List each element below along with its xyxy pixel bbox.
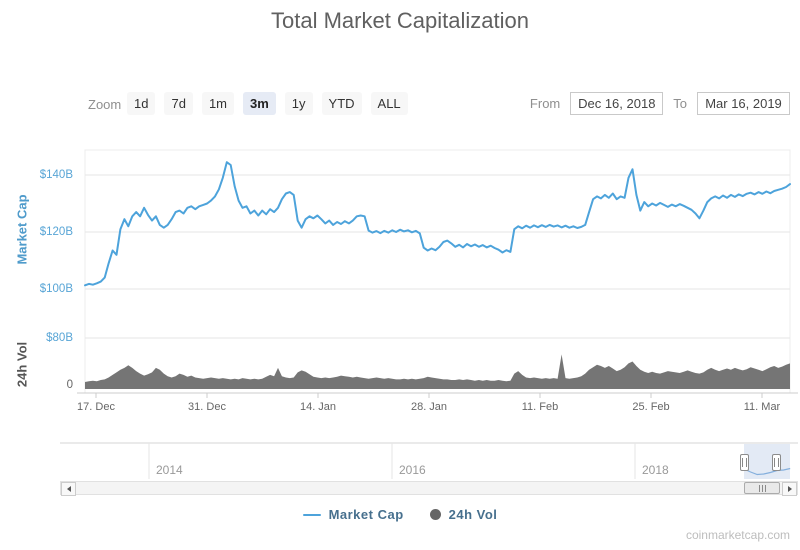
navigator-year-2016: 2016 xyxy=(399,463,426,477)
page-title: Total Market Capitalization xyxy=(270,8,529,33)
zoom-button-ytd[interactable]: YTD xyxy=(321,92,362,115)
zoom-label: Zoom xyxy=(88,97,122,112)
navigator-year-2014: 2014 xyxy=(156,463,183,477)
zoom-button-1y[interactable]: 1y xyxy=(284,92,313,115)
circle-swatch-icon xyxy=(429,509,441,520)
navigator-left-handle[interactable] xyxy=(740,454,749,471)
legend-label: Market Cap xyxy=(328,507,404,522)
left-arrow-icon xyxy=(66,486,71,492)
y-tick-80b: $80B xyxy=(46,331,73,344)
zoom-button-7d[interactable]: 7d xyxy=(164,92,193,115)
navigator-year-2018: 2018 xyxy=(642,463,669,477)
y-tick-120b: $120B xyxy=(39,225,73,238)
x-tick-31-dec: 31. Dec xyxy=(188,401,226,413)
zoom-button-1m[interactable]: 1m xyxy=(201,92,234,115)
x-tick-25-feb: 25. Feb xyxy=(632,401,670,413)
range-buttons-group: 1d 7d 1m 3m 1y YTD ALL xyxy=(127,92,408,115)
navigator-right-handle[interactable] xyxy=(772,454,781,471)
y-tick-100b: $100B xyxy=(39,282,73,295)
scrollbar-right-arrow-button[interactable] xyxy=(782,482,797,496)
x-tick-11-feb: 11. Feb xyxy=(521,401,559,413)
date-range-controls: From Dec 16, 2018 To Mar 16, 2019 xyxy=(530,92,790,115)
x-tick-28-jan: 28. Jan xyxy=(410,401,448,413)
x-tick-11-mar: 11. Mar xyxy=(743,401,781,413)
legend-label: 24h Vol xyxy=(448,507,498,522)
to-label: To xyxy=(673,96,687,111)
zoom-button-3m[interactable]: 3m xyxy=(243,92,276,115)
watermark: coinmarketcap.com xyxy=(685,528,790,542)
navigator-selected-range[interactable] xyxy=(744,444,790,479)
navigator-scrollbar[interactable] xyxy=(60,481,798,496)
zoom-button-all[interactable]: ALL xyxy=(370,92,408,115)
x-tick-17-dec: 17. Dec xyxy=(77,401,115,413)
scrollbar-left-arrow-button[interactable] xyxy=(61,482,76,496)
y-tick-140b: $140B xyxy=(39,168,73,181)
legend: Market Cap 24h Vol xyxy=(0,507,800,522)
from-label: From xyxy=(529,96,561,111)
to-date-input[interactable]: Mar 16, 2019 xyxy=(697,92,790,115)
legend-item-24h-vol[interactable]: 24h Vol xyxy=(429,507,498,522)
y-tick-vol-zero: 0 xyxy=(66,379,73,391)
scrollbar-thumb[interactable] xyxy=(744,482,780,494)
x-tick-14-jan: 14. Jan xyxy=(299,401,337,413)
right-arrow-icon xyxy=(787,486,792,492)
line-swatch-icon xyxy=(302,513,321,516)
plot-area[interactable] xyxy=(85,150,790,393)
from-date-input[interactable]: Dec 16, 2018 xyxy=(570,92,664,115)
legend-item-market-cap[interactable]: Market Cap xyxy=(302,507,404,522)
zoom-button-1d[interactable]: 1d xyxy=(127,92,156,115)
y-axis-title-24h-vol: 24h Vol xyxy=(14,341,30,388)
